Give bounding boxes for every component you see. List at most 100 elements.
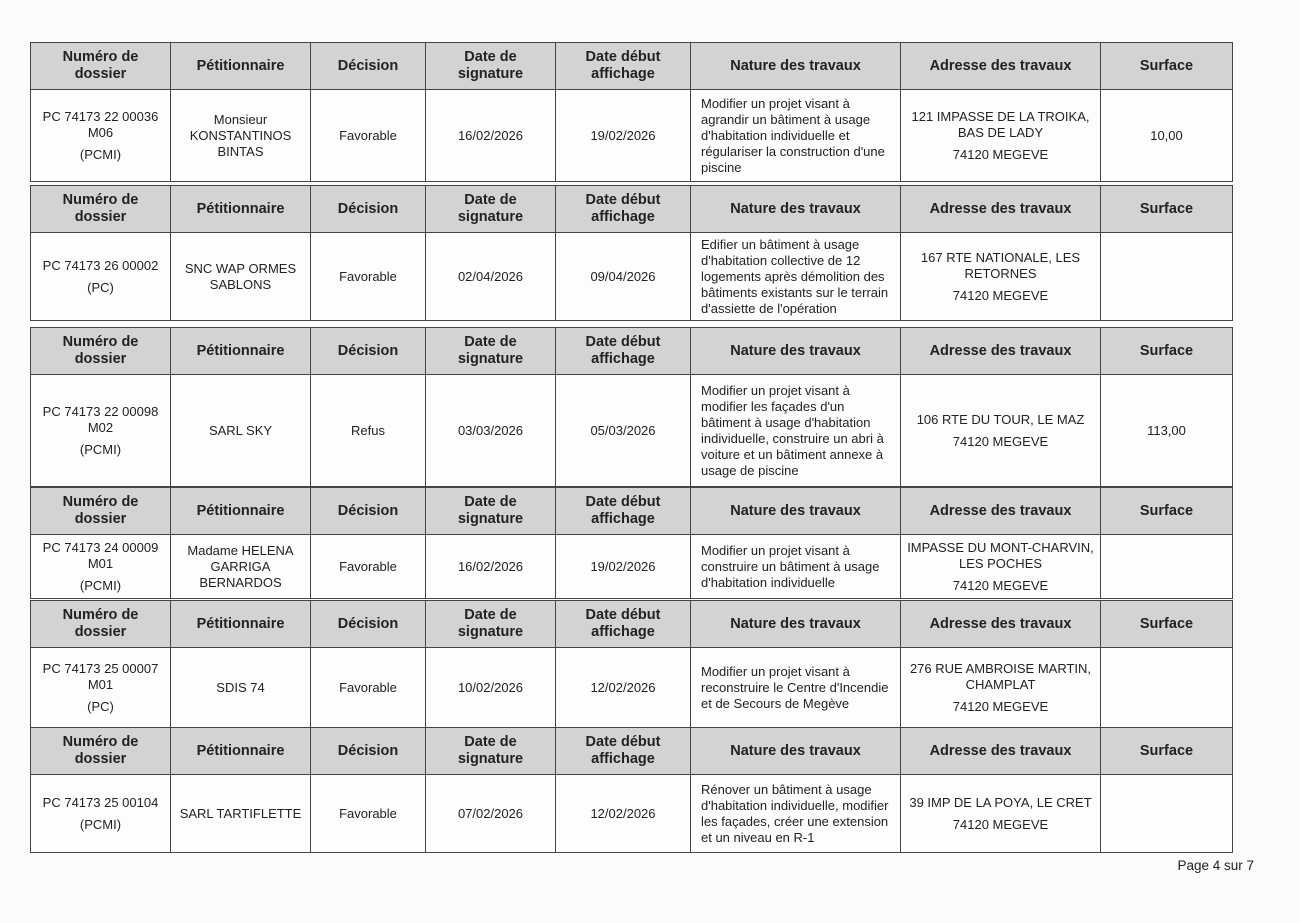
header-cell: Décision [310,185,426,233]
display-date-cell: 12/02/2026 [555,647,691,728]
address-cell: 106 RTE DU TOUR, LE MAZ 74120 MEGEVE [900,374,1101,487]
address-line: 74120 MEGEVE [952,287,1049,303]
dossier-line: PC 74173 25 00104 [42,794,159,810]
address-line: 74120 MEGEVE [952,146,1049,162]
dossier-cell: PC 74173 25 00007 M01 (PC) [30,647,171,728]
display-date-cell: 09/04/2026 [555,232,691,321]
decision-cell: Favorable [310,534,426,599]
signature-date-cell: 07/02/2026 [425,774,556,853]
page-footer: Page 4 sur 7 [1177,858,1254,873]
header-cell: Date début affichage [555,185,691,233]
dossier-line: (PCMI) [79,816,122,832]
address-line: IMPASSE DU MONT-CHARVIN, LES POCHES [907,539,1094,571]
header-cell: Décision [310,487,426,535]
petitioner-cell: SNC WAP ORMES SABLONS [170,232,311,321]
display-date-cell: 19/02/2026 [555,89,691,182]
header-cell: Date de signature [425,185,556,233]
header-cell: Adresse des travaux [900,487,1101,535]
record-table: Numéro de dossier Pétitionnaire Décision Da… [30,487,1233,599]
decision-cell: Favorable [310,232,426,321]
record-row: PC 74173 25 00104 (PCMI) SARL TARTIFLETTE F… [30,774,1233,853]
petitioner-cell: SARL TARTIFLETTE [170,774,311,853]
header-cell: Pétitionnaire [170,42,311,90]
header-cell: Adresse des travaux [900,327,1101,375]
dossier-line: (PCMI) [79,577,122,593]
header-cell: Adresse des travaux [900,185,1101,233]
header-cell: Surface [1100,185,1233,233]
address-line: 106 RTE DU TOUR, LE MAZ [916,411,1085,427]
decision-cell: Favorable [310,89,426,182]
record-row: PC 74173 26 00002 (PC) SNC WAP ORMES SABLO… [30,232,1233,321]
record-row: PC 74173 24 00009 M01 (PCMI) Madame HELENA… [30,534,1233,599]
header-cell: Pétitionnaire [170,327,311,375]
header-cell: Pétitionnaire [170,727,311,775]
signature-date-cell: 03/03/2026 [425,374,556,487]
address-line: 74120 MEGEVE [952,433,1049,449]
header-cell: Décision [310,727,426,775]
dossier-line: PC 74173 26 00002 [42,257,159,273]
address-cell: 121 IMPASSE DE LA TROIKA, BAS DE LADY 741… [900,89,1101,182]
header-cell: Date début affichage [555,600,691,648]
header-cell: Décision [310,600,426,648]
works-cell: Rénover un bâtiment à usage d'habitation… [690,774,901,853]
petitioner-cell: SDIS 74 [170,647,311,728]
address-cell: IMPASSE DU MONT-CHARVIN, LES POCHES 74120… [900,534,1101,599]
header-cell: Date début affichage [555,327,691,375]
petitioner-cell: SARL SKY [170,374,311,487]
works-cell: Modifier un projet visant à modifier les… [690,374,901,487]
record-table: Numéro de dossier Pétitionnaire Décision Da… [30,185,1233,321]
signature-date-cell: 16/02/2026 [425,534,556,599]
dossier-cell: PC 74173 22 00098 M02 (PCMI) [30,374,171,487]
header-cell: Date début affichage [555,487,691,535]
dossier-line: PC 74173 24 00009 M01 [42,539,159,571]
dossier-cell: PC 74173 22 00036 M06 (PCMI) [30,89,171,182]
header-cell: Nature des travaux [690,185,901,233]
header-cell: Nature des travaux [690,487,901,535]
record-row: PC 74173 25 00007 M01 (PC) SDIS 74 Favorabl… [30,647,1233,728]
surface-cell [1100,534,1233,599]
header-cell: Date début affichage [555,42,691,90]
record-row: PC 74173 22 00098 M02 (PCMI) SARL SKY Refus… [30,374,1233,487]
address-cell: 39 IMP DE LA POYA, LE CRET 74120 MEGEVE [900,774,1101,853]
works-cell: Modifier un projet visant à reconstruire… [690,647,901,728]
header-cell: Surface [1100,727,1233,775]
header-cell: Date de signature [425,727,556,775]
header-row: Numéro de dossier Pétitionnaire Décision Da… [30,185,1233,233]
header-cell: Nature des travaux [690,600,901,648]
dossier-line: PC 74173 22 00098 M02 [42,403,159,435]
petitioner-cell: Madame HELENA GARRIGA BERNARDOS [170,534,311,599]
header-row: Numéro de dossier Pétitionnaire Décision Da… [30,727,1233,775]
header-cell: Adresse des travaux [900,727,1101,775]
header-cell: Nature des travaux [690,42,901,90]
display-date-cell: 19/02/2026 [555,534,691,599]
decision-cell: Favorable [310,647,426,728]
header-cell: Date de signature [425,327,556,375]
surface-cell: 113,00 [1100,374,1233,487]
header-cell: Pétitionnaire [170,487,311,535]
dossier-cell: PC 74173 26 00002 (PC) [30,232,171,321]
header-cell: Date de signature [425,600,556,648]
header-cell: Pétitionnaire [170,600,311,648]
dossier-cell: PC 74173 24 00009 M01 (PCMI) [30,534,171,599]
header-cell: Adresse des travaux [900,42,1101,90]
dossier-line: PC 74173 25 00007 M01 [42,660,159,692]
header-cell: Date de signature [425,42,556,90]
address-line: 74120 MEGEVE [952,816,1049,832]
record-table: Numéro de dossier Pétitionnaire Décision Da… [30,600,1233,728]
decision-cell: Favorable [310,774,426,853]
address-cell: 167 RTE NATIONALE, LES RETORNES 74120 MEG… [900,232,1101,321]
surface-cell [1100,774,1233,853]
dossier-line: (PC) [87,279,114,295]
header-cell: Nature des travaux [690,727,901,775]
header-cell: Numéro de dossier [30,42,171,90]
display-date-cell: 12/02/2026 [555,774,691,853]
surface-cell: 10,00 [1100,89,1233,182]
works-cell: Modifier un projet visant à agrandir un … [690,89,901,182]
surface-cell [1100,647,1233,728]
surface-cell [1100,232,1233,321]
display-date-cell: 05/03/2026 [555,374,691,487]
header-row: Numéro de dossier Pétitionnaire Décision Da… [30,487,1233,535]
header-cell: Adresse des travaux [900,600,1101,648]
header-cell: Surface [1100,600,1233,648]
